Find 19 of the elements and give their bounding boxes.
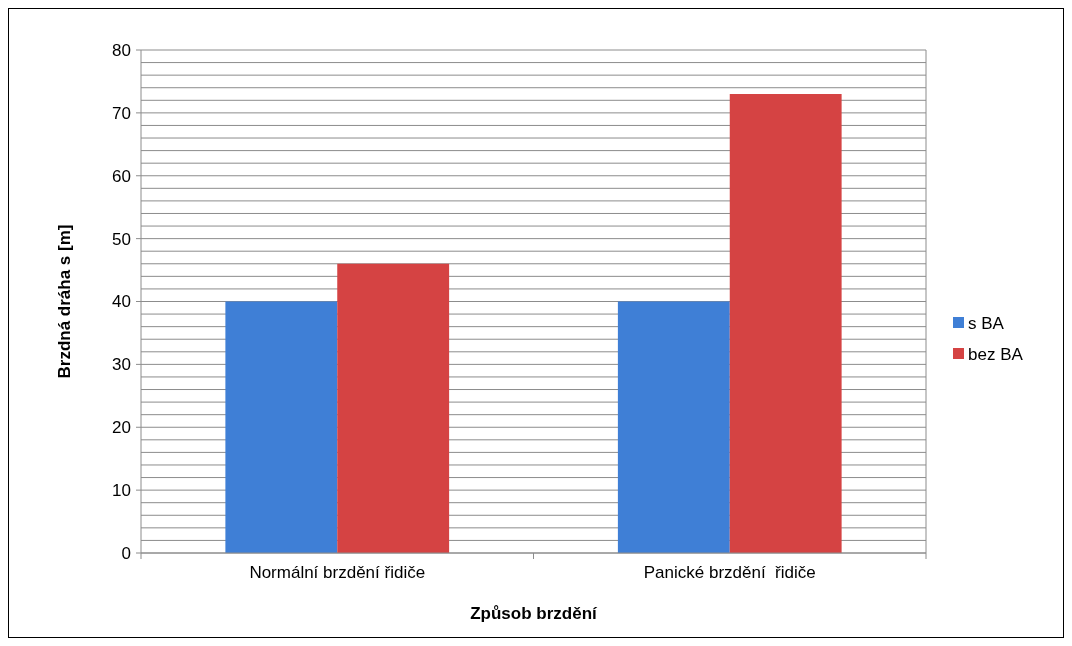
bar — [337, 263, 450, 553]
bar — [617, 301, 730, 553]
y-tick-label: 10 — [112, 481, 131, 501]
y-tick-label: 30 — [112, 355, 131, 375]
y-axis-title: Brzdná dráha s [m] — [55, 224, 74, 379]
bar — [225, 301, 338, 553]
y-tick-label: 40 — [112, 292, 131, 312]
x-tick-label: Normální brzdění řidiče — [249, 563, 426, 582]
y-tick-label: 70 — [112, 103, 131, 123]
y-tick-label: 60 — [112, 166, 131, 186]
y-tick-label: 0 — [121, 543, 131, 563]
x-axis-title: Způsob brzdění — [470, 604, 599, 623]
x-tick-label: Panické brzdění řidiče — [643, 563, 816, 582]
bar — [729, 94, 842, 553]
legend-label: s BA — [968, 313, 1005, 333]
y-tick-label: 80 — [112, 40, 131, 60]
legend-label: bez BA — [968, 344, 1024, 364]
y-tick-label: 50 — [112, 229, 131, 249]
y-tick-label: 20 — [112, 418, 131, 438]
